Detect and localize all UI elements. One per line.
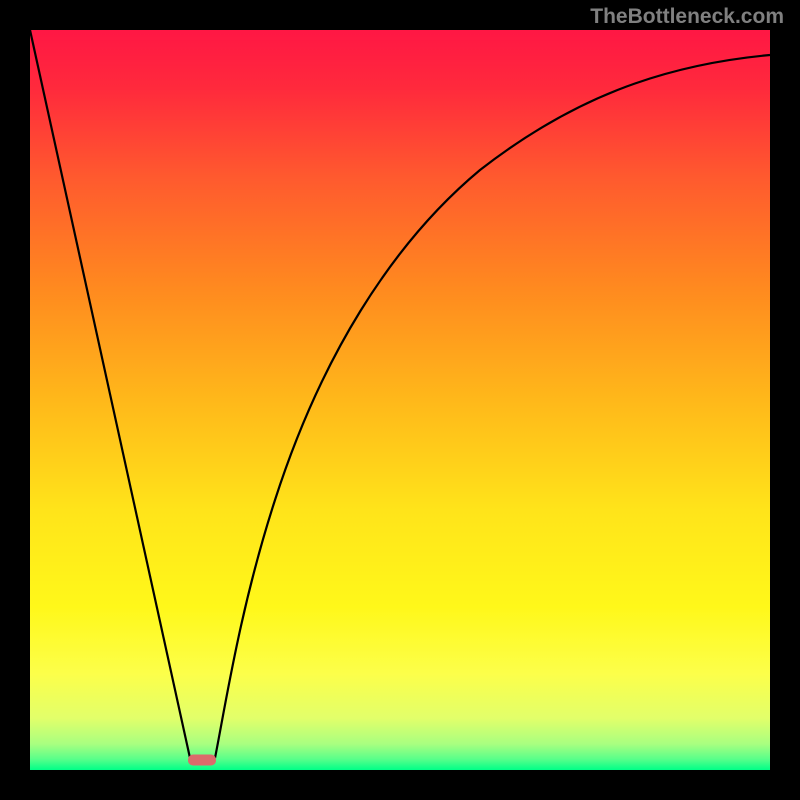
- chart-container: TheBottleneck.com: [0, 0, 800, 800]
- watermark-text: TheBottleneck.com: [590, 5, 784, 29]
- bottleneck-chart: [0, 0, 800, 800]
- plot-background: [30, 30, 770, 770]
- minimum-marker: [188, 755, 216, 766]
